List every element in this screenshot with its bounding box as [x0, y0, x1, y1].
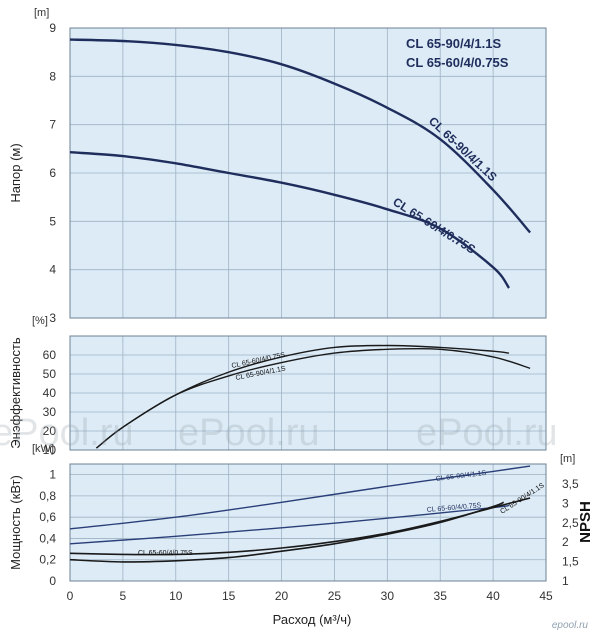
y-right-axis-title: NPSH — [577, 501, 594, 543]
curve-label: CL 65-60/4/0.75S — [138, 550, 193, 557]
y-right-tick-label: 2,5 — [562, 516, 579, 530]
y-tick-label: 7 — [49, 118, 56, 132]
y-right-tick-label: 3,5 — [562, 477, 579, 491]
unit-label: [%] — [32, 315, 48, 327]
x-tick-label: 25 — [328, 589, 342, 603]
y-tick-label: 0,4 — [39, 531, 56, 545]
plot-area — [70, 464, 546, 581]
x-tick-label: 30 — [381, 589, 395, 603]
x-tick-label: 0 — [67, 589, 74, 603]
unit-label: [m] — [34, 7, 49, 19]
y-right-tick-label: 1 — [562, 574, 569, 588]
legend-entry: CL 65-90/4/1.1S — [406, 36, 501, 51]
panel-head: 3 4 5 6 7 8 9[m] Напор (м) CL 65-90/4/1.1S CL 65-… — [8, 7, 547, 325]
y-tick-label: 9 — [49, 21, 56, 35]
series-curve — [69, 38, 532, 234]
y-right-tick-label: 3 — [562, 496, 569, 510]
panel-power_npsh: 0 0,2 0,4 0,6 0,8 1 [kW] Мощность (кВт) 1 1,5 2 2,5… — [8, 443, 594, 588]
y-tick-label: 0,6 — [39, 510, 56, 524]
unit-label-right: [m] — [560, 453, 575, 465]
y-axis-title: Напор (м) — [8, 143, 23, 202]
y-right-tick-label: 2 — [562, 535, 569, 549]
y-tick-label: 40 — [43, 386, 57, 400]
y-tick-label: 5 — [49, 214, 56, 228]
y-axis-title: Мощность (кВт) — [8, 475, 23, 570]
y-tick-label: 60 — [43, 348, 57, 362]
y-tick-label: 10 — [43, 443, 57, 457]
y-tick-label: 3 — [49, 311, 56, 325]
curve-label: CL 65-60/4/0.75S — [427, 502, 482, 514]
y-tick-label: 0,2 — [39, 553, 56, 567]
series-curve — [69, 501, 505, 563]
y-axis-title: Энэффективность — [8, 337, 23, 449]
x-tick-label: 20 — [275, 589, 289, 603]
y-tick-label: 0 — [49, 574, 56, 588]
x-axis-title: Расход (м³/ч) — [273, 612, 352, 627]
logo: epool.ru — [552, 620, 589, 631]
y-tick-label: 20 — [43, 424, 57, 438]
x-tick-label: 45 — [539, 589, 553, 603]
unit-label: [kW] — [32, 443, 54, 455]
series-curve — [69, 465, 531, 530]
plot-frame — [69, 27, 547, 319]
x-tick-label: 40 — [486, 589, 500, 603]
y-right-tick-label: 1,5 — [562, 555, 579, 569]
x-tick-label: 35 — [434, 589, 448, 603]
y-tick-label: 6 — [49, 166, 56, 180]
y-tick-label: 50 — [43, 367, 57, 381]
series-curve — [69, 151, 510, 289]
plot-frame — [69, 335, 547, 451]
y-tick-label: 8 — [49, 69, 56, 83]
x-tick-label: 10 — [169, 589, 183, 603]
y-tick-label: 4 — [49, 263, 56, 277]
series-curve — [95, 347, 531, 449]
x-tick-label: 5 — [120, 589, 127, 603]
y-tick-label: 1 — [49, 468, 56, 482]
plot-frame — [69, 463, 547, 582]
y-tick-label: 30 — [43, 405, 57, 419]
legend-entry: CL 65-60/4/0.75S — [406, 55, 509, 70]
x-tick-label: 15 — [222, 589, 236, 603]
y-tick-label: 0,8 — [39, 489, 56, 503]
